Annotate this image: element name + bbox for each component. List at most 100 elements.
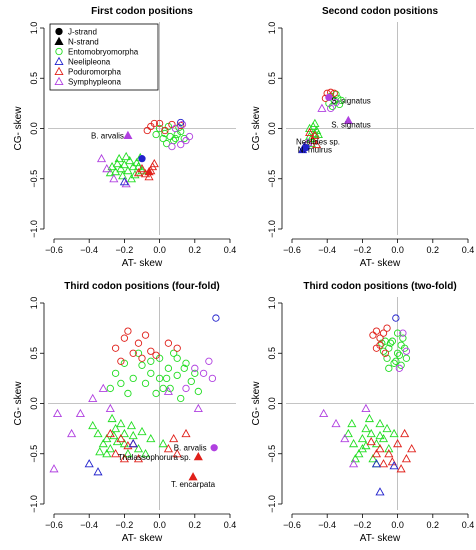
y-axis-label: CG- skew <box>251 106 262 151</box>
data-point <box>164 364 173 372</box>
data-point <box>371 449 382 458</box>
y-tick-label: −1.0 <box>267 220 277 238</box>
data-point <box>105 403 115 413</box>
data-point <box>337 96 345 105</box>
data-point <box>392 357 400 365</box>
data-point <box>191 369 199 377</box>
annotation-label: B. arvalis <box>174 444 207 453</box>
data-point <box>297 144 308 154</box>
data-point <box>396 464 406 473</box>
data-point <box>199 369 208 377</box>
x-tick-label: 0.4 <box>462 245 475 255</box>
x-tick-label: 0.4 <box>224 245 237 255</box>
y-tick-label: −1.0 <box>29 220 39 238</box>
data-point <box>88 420 98 430</box>
data-point <box>383 324 391 332</box>
annotation-label: T. encarpata <box>171 480 216 489</box>
data-point <box>393 329 402 337</box>
data-point <box>117 357 125 365</box>
x-tick-label: −0.6 <box>45 245 63 255</box>
data-point <box>111 166 121 176</box>
data-point <box>382 423 392 433</box>
data-point <box>177 118 185 127</box>
data-point <box>379 329 388 337</box>
data-point <box>107 413 117 423</box>
annotation-label: S. signatus <box>331 96 371 105</box>
data-point <box>379 347 388 355</box>
data-point <box>93 467 103 476</box>
data-point <box>149 158 159 168</box>
legend-box <box>49 23 159 91</box>
data-point <box>399 329 407 337</box>
data-point <box>163 443 173 453</box>
data-point <box>395 351 404 359</box>
data-point <box>130 170 140 179</box>
data-point <box>121 179 131 188</box>
data-point <box>366 436 376 446</box>
x-axis-label: AT- skew <box>360 258 401 269</box>
chart-panel-2: Second codon positions −0.6 −0.4 −0.2 0.0 0.2… <box>251 6 474 269</box>
data-point <box>152 389 160 398</box>
x-tick-label: −0.2 <box>354 245 372 255</box>
chart-panel-1: First codon positions −0.6 −0.4 −0.2 0.0 0.2 0… <box>13 6 236 269</box>
legend-marker <box>55 27 63 36</box>
data-point <box>381 337 389 345</box>
data-point <box>172 449 182 458</box>
data-point <box>98 383 108 392</box>
data-point <box>155 119 164 128</box>
y-tick-label: 0.0 <box>267 122 277 135</box>
data-point <box>109 430 119 440</box>
data-point <box>335 100 344 109</box>
data-point <box>371 459 382 468</box>
x-tick-label: −0.6 <box>45 520 63 530</box>
data-point <box>177 121 185 130</box>
data-point <box>376 334 384 342</box>
data-point <box>162 374 171 383</box>
data-point <box>332 98 340 107</box>
data-point <box>169 433 179 443</box>
annotation-label: B. arvalis <box>91 132 124 141</box>
x-tick-label: 0.4 <box>462 520 475 530</box>
data-point <box>180 364 188 372</box>
data-point <box>123 165 133 175</box>
data-point <box>106 384 114 393</box>
x-tick-label: 0.0 <box>391 245 404 255</box>
data-point <box>126 420 137 430</box>
data-point <box>210 444 218 452</box>
data-point <box>162 139 171 148</box>
data-point <box>126 174 137 183</box>
data-point <box>349 438 359 448</box>
data-point <box>354 449 364 458</box>
data-point <box>123 449 133 458</box>
data-point <box>347 418 357 428</box>
data-point <box>84 459 94 468</box>
data-point <box>402 354 411 362</box>
data-point <box>147 347 155 355</box>
data-point <box>152 130 160 139</box>
y-tick-label: 0.5 <box>267 72 277 85</box>
y-tick-label: 0.5 <box>267 347 277 360</box>
x-tick-label: −0.2 <box>354 520 372 530</box>
x-tick-label: 0.0 <box>153 520 166 530</box>
data-point <box>386 339 395 347</box>
data-point <box>98 438 108 448</box>
data-point <box>368 454 378 463</box>
chart-title: First codon positions <box>91 6 193 17</box>
data-point <box>118 171 128 180</box>
x-axis-label: AT- skew <box>122 533 163 544</box>
data-point <box>378 459 389 468</box>
data-point <box>138 154 146 163</box>
data-point <box>137 165 147 175</box>
data-point <box>147 357 155 365</box>
data-point <box>173 354 181 362</box>
data-point <box>124 389 132 398</box>
data-point <box>390 359 398 367</box>
data-point <box>308 135 318 145</box>
data-point <box>105 443 115 453</box>
data-point <box>168 142 176 151</box>
data-point <box>128 438 138 448</box>
data-point <box>102 449 112 458</box>
data-point <box>123 130 133 140</box>
data-point <box>111 344 120 352</box>
data-point <box>132 157 142 167</box>
